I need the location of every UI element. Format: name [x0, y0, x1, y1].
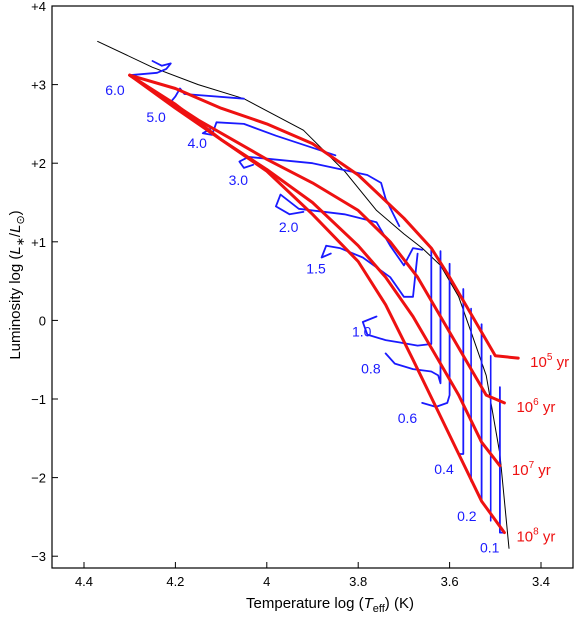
y-tick-label: +3: [31, 78, 46, 93]
mass-track-0.8: [384, 250, 442, 385]
x-axis-title-prefix: Temperature log (: [246, 595, 364, 612]
x-tick-label: 3.4: [532, 574, 550, 589]
mass-label: 4.0: [187, 135, 207, 151]
y-tick-label: +4: [31, 0, 46, 14]
y-tick-label: −3: [31, 549, 46, 564]
chart-labels: 105 yr 106 yr 107 yr 108 yr 6.0 5.0 4.0 3.0 2.0 1…: [105, 82, 569, 555]
mass-label: 0.2: [457, 508, 477, 524]
y-axis-title-numsub: ∗: [15, 237, 27, 246]
mass-label: 2.0: [279, 219, 299, 235]
isochrone-line-5: [128, 73, 520, 360]
mass-track-4.0: [201, 121, 337, 157]
mass-track-5.0: [169, 87, 245, 103]
isochrone-label: 105 yr: [530, 352, 569, 371]
x-tick-label: 4: [263, 574, 270, 589]
mass-label: 0.6: [398, 410, 418, 426]
mass-label: 0.8: [361, 360, 381, 376]
mass-label: 0.1: [480, 540, 500, 556]
isochrone-line-8: [128, 73, 506, 535]
mass-label: 6.0: [105, 82, 125, 98]
y-tick-label: +2: [31, 156, 46, 171]
mass-track-0.4: [457, 288, 465, 455]
y-tick-label: −1: [31, 392, 46, 407]
mass-track-6.0: [128, 60, 172, 77]
x-axis-title-var: T: [364, 595, 375, 612]
mass-track-1.5: [320, 244, 419, 298]
x-axis-title: Temperature log (Teff) (K): [246, 595, 414, 615]
y-axis-title-slash: /: [7, 232, 24, 237]
mass-label: 1.5: [306, 261, 326, 277]
x-axis-title-sub: eff: [373, 603, 386, 615]
mass-label: 1.0: [352, 323, 372, 339]
x-tick-label: 4.2: [166, 574, 184, 589]
isochrone-label: 107 yr: [512, 460, 551, 479]
y-axis-title-num: L: [7, 246, 24, 254]
isochrone-line-6: [128, 73, 506, 405]
plot-frame: [51, 5, 574, 569]
mass-track-2.0: [275, 193, 424, 267]
isochrone-label: 108 yr: [516, 527, 555, 546]
mass-label: 3.0: [229, 172, 249, 188]
y-tick-label: +1: [31, 235, 46, 250]
isochrone-label: 106 yr: [516, 397, 555, 416]
chart-lines: [97, 40, 520, 549]
mass-label: 5.0: [146, 109, 166, 125]
x-tick-label: 3.8: [349, 574, 367, 589]
y-axis-title-densub: ⊙: [15, 215, 27, 224]
y-axis-title: Luminosity log (L∗/L⊙): [7, 210, 27, 359]
x-axis-title-suffix: ) (K): [385, 595, 414, 612]
y-axis-title-den: L: [7, 225, 24, 233]
mass-track-0.6: [421, 262, 451, 408]
mass-label: 0.4: [434, 461, 454, 477]
mass-track-0.1: [499, 386, 506, 534]
x-tick-label: 3.6: [441, 574, 459, 589]
y-axis-title-suffix: ): [7, 210, 24, 215]
x-tick-label: 4.4: [75, 574, 93, 589]
axis-ticks: 4.4 4.2 4 3.8 3.6 3.4 +4 +3 +2 +1 0 −1 −2 −3: [31, 0, 550, 589]
y-tick-label: 0: [39, 313, 46, 328]
y-tick-label: −2: [31, 471, 46, 486]
y-axis-title-prefix: Luminosity log (: [7, 255, 24, 360]
mass-track-3.0: [238, 156, 401, 227]
